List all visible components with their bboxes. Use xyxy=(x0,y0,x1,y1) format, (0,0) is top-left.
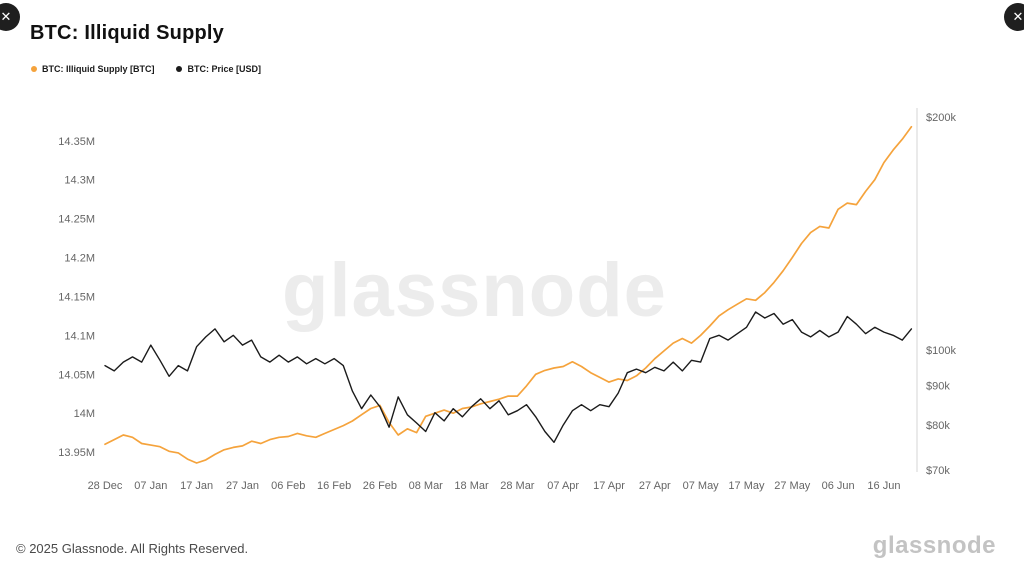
copyright-text: © 2025 Glassnode. All Rights Reserved. xyxy=(16,541,249,556)
left-axis-tick-label: 14M xyxy=(74,408,95,420)
x-axis-tick-label: 07 Jan xyxy=(134,480,167,492)
x-axis-tick-label: 28 Dec xyxy=(88,480,123,492)
legend-dot-icon xyxy=(31,66,37,72)
x-axis-tick-label: 07 May xyxy=(683,480,720,492)
right-axis-tick-label: $200k xyxy=(926,112,956,124)
x-axis-tick-label: 27 Jan xyxy=(226,480,259,492)
legend-dot-icon xyxy=(176,66,183,72)
illiquid-supply-line xyxy=(104,125,913,464)
prev-button[interactable]: ✕ xyxy=(0,3,20,31)
right-axis-tick-label: $70k xyxy=(926,465,950,477)
x-axis-tick-label: 16 Jun xyxy=(867,480,900,492)
x-axis-tick-label: 06 Feb xyxy=(271,480,305,492)
left-axis-tick-label: 14.35M xyxy=(58,136,95,148)
left-axis-tick-label: 14.25M xyxy=(58,214,95,226)
left-axis-tick-label: 14.2M xyxy=(64,253,95,265)
x-axis-tick-label: 27 Apr xyxy=(639,480,671,492)
left-axis-tick-label: 14.1M xyxy=(64,330,95,342)
x-axis-tick-label: 08 Mar xyxy=(409,480,444,492)
legend-item-price[interactable]: BTC: Price [USD] xyxy=(176,64,261,74)
right-axis-tick-label: $80k xyxy=(926,420,950,432)
close-icon: ✕ xyxy=(1012,9,1024,24)
page-title: BTC: Illiquid Supply xyxy=(30,22,224,44)
left-axis-tick-label: 13.95M xyxy=(58,447,95,459)
right-axis-tick-label: $100k xyxy=(926,345,956,357)
left-axis-tick-label: 14.15M xyxy=(58,291,95,303)
legend: BTC: Illiquid Supply [BTC] BTC: Price [U… xyxy=(31,64,261,74)
x-axis-tick-label: 18 Mar xyxy=(454,480,489,492)
x-axis-tick-label: 28 Mar xyxy=(500,480,535,492)
left-axis-tick-label: 14.3M xyxy=(64,175,95,187)
x-axis-tick-label: 17 May xyxy=(728,480,765,492)
glassnode-logo: glassnode xyxy=(872,532,996,559)
legend-item-illiquid-supply[interactable]: BTC: Illiquid Supply [BTC] xyxy=(31,64,154,74)
next-button[interactable]: ✕ xyxy=(1004,3,1024,31)
left-axis-tick-label: 14.05M xyxy=(58,369,95,381)
x-axis-tick-label: 26 Feb xyxy=(363,480,397,492)
price-line xyxy=(104,311,913,443)
legend-label: BTC: Price [USD] xyxy=(187,64,261,74)
x-axis-tick-label: 06 Jun xyxy=(822,480,855,492)
x-axis-tick-label: 07 Apr xyxy=(547,480,579,492)
close-icon: ✕ xyxy=(0,9,12,24)
x-axis-tick-label: 17 Apr xyxy=(593,480,625,492)
x-axis-tick-label: 27 May xyxy=(774,480,811,492)
legend-label: BTC: Illiquid Supply [BTC] xyxy=(42,64,155,74)
x-axis-tick-label: 17 Jan xyxy=(180,480,213,492)
right-axis-tick-label: $90k xyxy=(926,380,950,392)
x-axis-tick-label: 16 Feb xyxy=(317,480,351,492)
